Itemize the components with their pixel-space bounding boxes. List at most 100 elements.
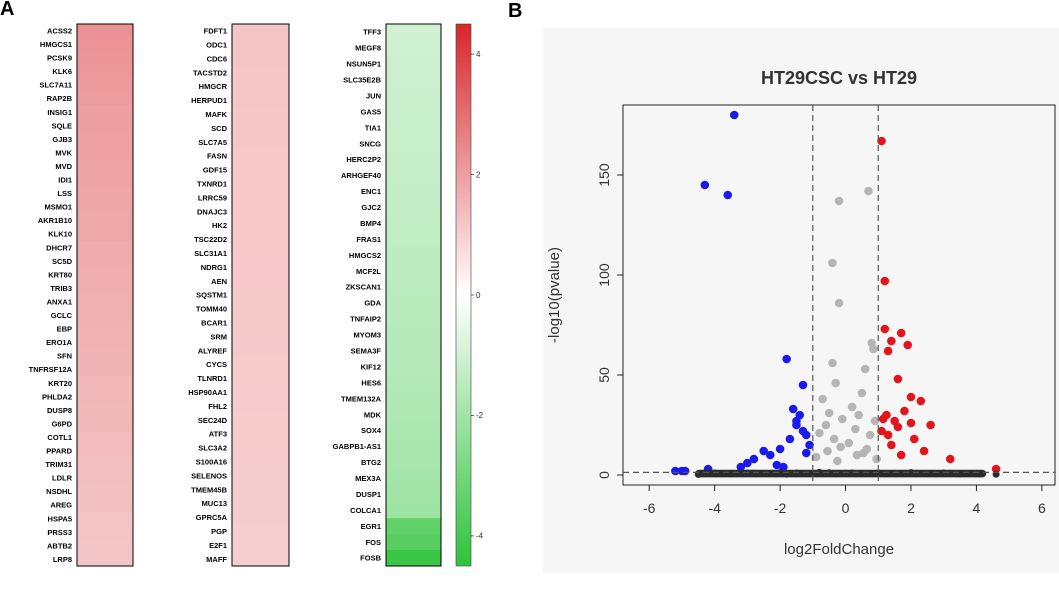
point-ns: [854, 410, 863, 420]
gene-label: AKR1B10: [38, 216, 72, 225]
y-tick-label: 50: [596, 367, 612, 383]
heatmap-cell: [232, 427, 289, 442]
point-ns: [823, 446, 832, 456]
gene-label: EGR1: [361, 522, 381, 531]
gene-label: PGP: [211, 527, 227, 536]
point-down: [798, 380, 808, 390]
point-ns: [818, 394, 827, 404]
heatmap-cell: [386, 151, 441, 168]
gene-label: CDC6: [207, 54, 227, 63]
gene-label: KRT20: [48, 379, 72, 388]
gene-label: SELENOS: [191, 471, 227, 480]
heatmap-cell: [232, 301, 289, 317]
point-ns: [829, 434, 839, 444]
heatmap-cell: [77, 376, 133, 391]
point-ns: [821, 420, 831, 430]
gene-label: DNAJC3: [197, 207, 227, 216]
heatmap-cell: [386, 24, 441, 41]
point-down: [671, 466, 680, 476]
gene-label: SRM: [210, 332, 227, 341]
baseline-point-band: [695, 469, 987, 478]
point-up: [887, 336, 896, 346]
point-ns: [834, 196, 844, 206]
gene-label: PCSK9: [47, 54, 72, 63]
heatmap-cell: [232, 329, 289, 345]
gene-label: GDA: [364, 299, 381, 308]
heatmap-cell: [386, 438, 441, 455]
point-up: [896, 450, 906, 460]
heatmap-cell: [232, 496, 289, 511]
gene-label: ZKSCAN1: [346, 283, 381, 292]
heatmap-cell: [232, 176, 289, 192]
heatmap-cell: [77, 295, 133, 309]
gene-label: TSC22D2: [194, 235, 227, 244]
colorbar-tick-label: 2: [476, 170, 481, 179]
point-up: [880, 324, 890, 334]
gene-label: EBP: [57, 325, 72, 334]
gene-label: ENC1: [361, 187, 381, 196]
heatmap-cell: [232, 288, 289, 303]
heatmap-cell: [232, 246, 289, 261]
gene-label: SC5D: [52, 257, 73, 266]
x-tick-label: 0: [842, 500, 850, 516]
heatmap-cell: [386, 167, 441, 184]
gene-label: E2F1: [209, 541, 227, 550]
gene-label: DHCR7: [46, 243, 72, 252]
heatmap-cell: [386, 390, 441, 407]
y-axis-label: -log10(pvalue): [546, 247, 563, 343]
point-up: [887, 440, 896, 450]
point-ns: [815, 428, 824, 438]
x-tick-label: -4: [708, 500, 721, 516]
gene-label: KLK10: [48, 230, 72, 239]
heatmap-column-border: [231, 23, 290, 567]
gene-label: SEMA3F: [351, 346, 382, 355]
point-up: [906, 392, 916, 402]
point-down: [759, 446, 769, 456]
gene-label: HERPUD1: [191, 96, 227, 105]
gene-label: JUN: [366, 91, 381, 100]
point-up: [877, 136, 886, 146]
panel-b-label: B: [508, 0, 523, 22]
heatmap-cell: [77, 416, 133, 431]
heatmap-column-border: [385, 23, 442, 567]
heatmap-cell: [386, 199, 441, 216]
gene-label: TLNRD1: [197, 374, 227, 383]
heatmap-cell: [386, 310, 441, 328]
gene-label: TRIB3: [50, 284, 72, 293]
gene-label: SLC7A11: [39, 81, 72, 90]
heatmap-cell: [77, 51, 133, 66]
point-up: [878, 414, 888, 424]
point-ns: [811, 452, 821, 462]
heatmap-cell: [386, 215, 441, 232]
point-down: [743, 458, 752, 468]
plot-background: [543, 28, 1059, 573]
heatmap-cell: [77, 471, 133, 486]
point-ns: [870, 416, 880, 426]
point-down: [792, 420, 801, 430]
x-tick-label: -2: [774, 500, 787, 516]
heatmap-cell: [386, 295, 441, 312]
gene-label: ODC1: [206, 41, 227, 50]
gene-label: SQLE: [52, 121, 72, 130]
heatmap-cell: [386, 454, 441, 471]
point-down: [805, 440, 814, 450]
gene-label: NSUN5P1: [346, 60, 381, 69]
point-up: [991, 464, 1001, 474]
gene-label: MVD: [55, 162, 72, 171]
point-ns: [837, 414, 847, 424]
gene-label: SFN: [57, 352, 72, 361]
point-ns: [864, 186, 873, 196]
heatmap-cell: [77, 444, 133, 458]
heatmap-cell: [77, 254, 133, 269]
gene-label: FHL2: [208, 402, 227, 411]
gene-label: LDLR: [52, 474, 73, 483]
point-ns: [859, 448, 868, 458]
point-up: [919, 446, 929, 456]
point-ns: [851, 424, 860, 434]
y-tick-label: 100: [596, 263, 612, 287]
heatmap-cell: [386, 231, 441, 248]
point-ns: [824, 408, 834, 418]
gene-label: TNFAIP2: [350, 315, 381, 324]
heatmap-cell: [77, 538, 133, 553]
